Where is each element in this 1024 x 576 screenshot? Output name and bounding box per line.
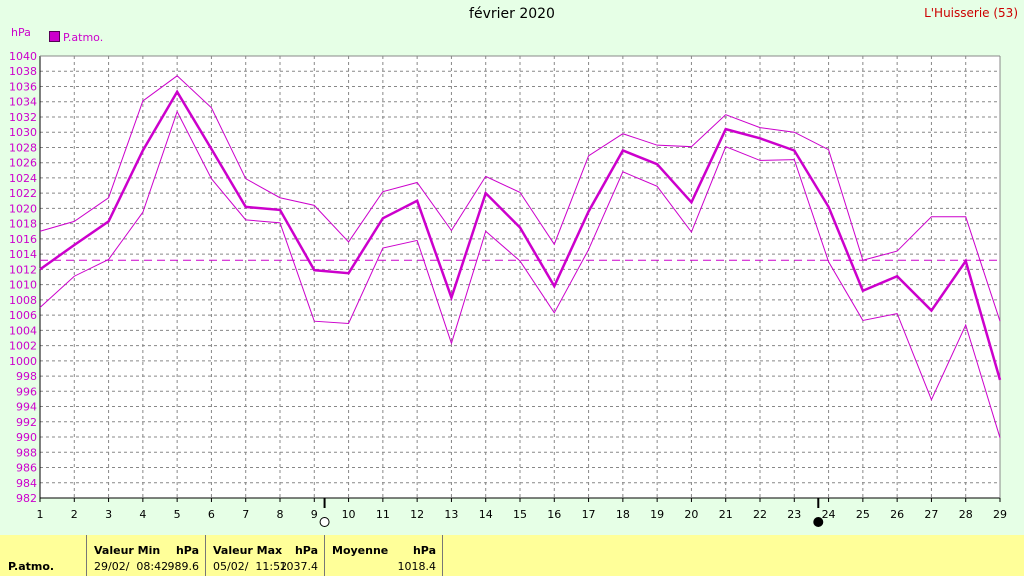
mean-unit: hPa: [412, 544, 436, 557]
y-tick-label: 994: [16, 401, 37, 414]
legend-swatch: [49, 31, 60, 42]
stats-mean-cell: Moyenne hPa 1018.4: [324, 535, 442, 576]
y-tick-label: 992: [16, 416, 37, 429]
x-tick-label: 25: [856, 508, 870, 521]
x-tick-label: 12: [410, 508, 424, 521]
y-tick-label: 1012: [9, 263, 37, 276]
x-tick-label: 17: [582, 508, 596, 521]
x-tick-label: 7: [242, 508, 249, 521]
stats-empty-cell: [442, 535, 1024, 576]
x-tick-label: 24: [822, 508, 836, 521]
y-tick-label: 1000: [9, 355, 37, 368]
min-unit: hPa: [175, 544, 199, 557]
x-tick-label: 21: [719, 508, 733, 521]
y-tick-label: 1040: [9, 50, 37, 63]
y-tick-label: 1022: [9, 187, 37, 200]
y-tick-label: 1004: [9, 324, 37, 337]
x-tick-label: 27: [924, 508, 938, 521]
y-tick-label: 1030: [9, 126, 37, 139]
max-header: Valeur Max: [213, 544, 283, 557]
x-tick-label: 8: [277, 508, 284, 521]
y-tick-label: 1038: [9, 65, 37, 78]
y-tick-label: 990: [16, 431, 37, 444]
y-tick-label: 1020: [9, 202, 37, 215]
x-tick-label: 22: [753, 508, 767, 521]
series-line-mean: [39, 89, 1002, 381]
stats-row-label-cell: P.atmo.: [0, 535, 85, 576]
stats-min-cell: Valeur Min hPa 29/02/ 08:42 989.6: [86, 535, 205, 576]
y-tick-label: 998: [16, 370, 37, 383]
y-tick-label: 1016: [9, 233, 37, 246]
stats-panel: P.atmo. Valeur Min hPa 29/02/ 08:42 989.…: [0, 535, 1024, 576]
x-tick-label: 20: [684, 508, 698, 521]
x-tick-label: 14: [479, 508, 493, 521]
x-tick-label: 3: [105, 508, 112, 521]
stats-row-label: P.atmo.: [8, 560, 55, 573]
y-tick-label: 1018: [9, 218, 37, 231]
x-tick-label: 9: [311, 508, 318, 521]
x-tick-label: 23: [787, 508, 801, 521]
mean-value: 1018.4: [397, 560, 437, 573]
y-tick-label: 1010: [9, 279, 37, 292]
stats-max-cell: Valeur Max hPa 05/02/ 11:52 1037.4: [205, 535, 324, 576]
x-tick-label: 4: [139, 508, 146, 521]
x-tick-label: 5: [174, 508, 181, 521]
series-line-min: [39, 110, 1001, 438]
y-tick-label: 996: [16, 385, 37, 398]
chart-title: février 2020: [469, 6, 555, 22]
y-tick-label: 1024: [9, 172, 37, 185]
mean-header: Moyenne: [332, 544, 389, 557]
min-value: 989.6: [167, 560, 200, 573]
legend-label: P.atmo.: [63, 31, 104, 44]
full-moon-icon: [319, 517, 330, 527]
min-date: 29/02/ 08:42: [94, 560, 169, 573]
y-tick-label: 986: [16, 462, 37, 475]
x-tick-label: 11: [376, 508, 390, 521]
x-tick-label: 16: [547, 508, 561, 521]
x-tick-label: 2: [71, 508, 78, 521]
y-tick-label: 1032: [9, 111, 37, 124]
y-tick-label: 984: [16, 477, 37, 490]
new-moon-icon: [813, 517, 824, 527]
y-tick-label: 1028: [9, 141, 37, 154]
min-header: Valeur Min: [94, 544, 161, 557]
x-tick-label: 18: [616, 508, 630, 521]
x-tick-label: 28: [959, 508, 973, 521]
y-tick-label: 1006: [9, 309, 37, 322]
max-date: 05/02/ 11:52: [213, 560, 288, 573]
legend: P.atmo.: [49, 31, 103, 44]
x-tick-label: 26: [890, 508, 904, 521]
x-tick-label: 13: [444, 508, 458, 521]
x-tick-label: 1: [37, 508, 44, 521]
y-tick-label: 982: [16, 492, 37, 505]
series-line-max: [39, 75, 1001, 322]
y-tick-label: 1034: [9, 96, 37, 109]
max-value: 1037.4: [279, 560, 319, 573]
station-name: L'Huisserie (53): [924, 6, 1018, 20]
y-tick-label: 1008: [9, 294, 37, 307]
y-tick-label: 1026: [9, 157, 37, 170]
y-tick-label: 988: [16, 446, 37, 459]
x-tick-label: 29: [993, 508, 1007, 521]
y-tick-label: 1002: [9, 340, 37, 353]
y-tick-label: 1014: [9, 248, 37, 261]
y-tick-label: 1036: [9, 80, 37, 93]
x-tick-label: 15: [513, 508, 527, 521]
max-unit: hPa: [294, 544, 318, 557]
y-axis-unit: hPa: [11, 26, 31, 39]
x-tick-label: 19: [650, 508, 664, 521]
x-tick-label: 10: [342, 508, 356, 521]
x-tick-label: 6: [208, 508, 215, 521]
